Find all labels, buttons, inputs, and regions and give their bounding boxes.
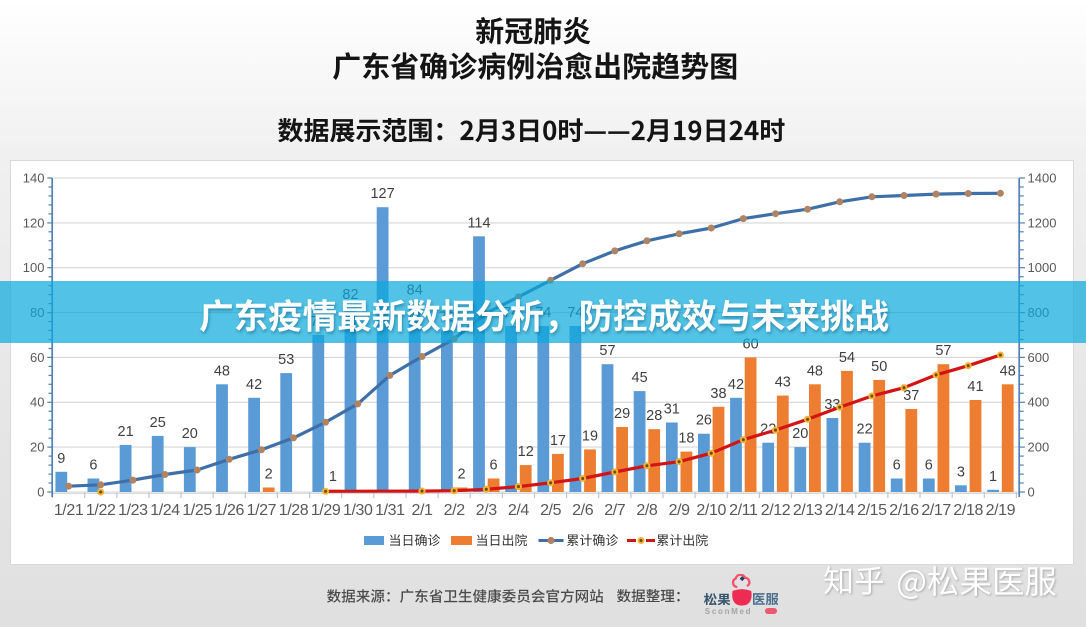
svg-text:17: 17 bbox=[550, 433, 566, 449]
svg-text:400: 400 bbox=[1028, 395, 1050, 410]
svg-text:1/26: 1/26 bbox=[214, 502, 244, 519]
svg-text:40: 40 bbox=[30, 395, 44, 410]
svg-text:1: 1 bbox=[989, 469, 997, 485]
svg-text:2/1: 2/1 bbox=[411, 502, 433, 519]
svg-text:18: 18 bbox=[678, 431, 694, 447]
svg-text:2/19: 2/19 bbox=[986, 502, 1016, 519]
svg-text:12: 12 bbox=[518, 444, 534, 460]
svg-text:29: 29 bbox=[614, 406, 630, 422]
svg-text:1/24: 1/24 bbox=[150, 502, 180, 519]
svg-text:38: 38 bbox=[710, 386, 726, 402]
svg-text:127: 127 bbox=[370, 186, 394, 202]
svg-text:57: 57 bbox=[935, 343, 951, 359]
svg-text:2: 2 bbox=[457, 467, 465, 483]
svg-text:41: 41 bbox=[967, 379, 983, 395]
svg-text:21: 21 bbox=[118, 424, 134, 440]
svg-text:200: 200 bbox=[1028, 440, 1050, 455]
svg-text:1/22: 1/22 bbox=[86, 502, 116, 519]
svg-text:1/31: 1/31 bbox=[375, 502, 405, 519]
svg-text:3: 3 bbox=[957, 464, 965, 480]
svg-text:1400: 1400 bbox=[1028, 170, 1057, 185]
svg-text:1/30: 1/30 bbox=[343, 502, 373, 519]
svg-text:20: 20 bbox=[182, 426, 198, 442]
svg-text:1/28: 1/28 bbox=[279, 502, 309, 519]
svg-text:48: 48 bbox=[214, 363, 230, 379]
svg-text:45: 45 bbox=[632, 370, 648, 386]
svg-text:1/21: 1/21 bbox=[54, 502, 84, 519]
svg-text:2/5: 2/5 bbox=[540, 502, 562, 519]
svg-text:2/6: 2/6 bbox=[572, 502, 594, 519]
svg-text:42: 42 bbox=[728, 377, 744, 393]
svg-text:26: 26 bbox=[696, 413, 712, 429]
svg-text:20: 20 bbox=[792, 426, 808, 442]
svg-text:2/10: 2/10 bbox=[696, 502, 726, 519]
svg-text:0: 0 bbox=[37, 484, 44, 499]
svg-text:20: 20 bbox=[30, 440, 44, 455]
svg-text:2/18: 2/18 bbox=[953, 502, 983, 519]
svg-text:1/29: 1/29 bbox=[311, 502, 341, 519]
svg-text:31: 31 bbox=[664, 402, 680, 418]
svg-text:2/12: 2/12 bbox=[761, 502, 791, 519]
svg-text:6: 6 bbox=[925, 458, 933, 474]
svg-text:9: 9 bbox=[57, 451, 65, 467]
svg-text:1: 1 bbox=[329, 469, 337, 485]
svg-text:37: 37 bbox=[903, 388, 919, 404]
svg-text:2/2: 2/2 bbox=[444, 502, 466, 519]
svg-text:53: 53 bbox=[278, 352, 294, 368]
svg-text:28: 28 bbox=[646, 408, 662, 424]
svg-text:2/4: 2/4 bbox=[508, 502, 530, 519]
svg-text:50: 50 bbox=[871, 359, 887, 375]
svg-text:120: 120 bbox=[23, 215, 45, 230]
svg-text:140: 140 bbox=[23, 170, 45, 185]
svg-text:42: 42 bbox=[246, 377, 262, 393]
svg-text:0: 0 bbox=[1028, 484, 1035, 499]
svg-text:2/17: 2/17 bbox=[921, 502, 951, 519]
svg-text:48: 48 bbox=[1000, 363, 1016, 379]
svg-text:48: 48 bbox=[807, 363, 823, 379]
svg-text:600: 600 bbox=[1028, 350, 1050, 365]
svg-text:25: 25 bbox=[150, 415, 166, 431]
svg-text:1200: 1200 bbox=[1028, 215, 1057, 230]
svg-text:1/23: 1/23 bbox=[118, 502, 148, 519]
svg-text:2/15: 2/15 bbox=[857, 502, 887, 519]
svg-text:100: 100 bbox=[23, 260, 45, 275]
svg-text:6: 6 bbox=[490, 458, 498, 474]
svg-text:114: 114 bbox=[467, 215, 490, 231]
svg-text:2/13: 2/13 bbox=[793, 502, 823, 519]
svg-text:2: 2 bbox=[265, 467, 273, 483]
svg-text:19: 19 bbox=[582, 428, 598, 444]
svg-text:43: 43 bbox=[775, 375, 791, 391]
svg-text:2/14: 2/14 bbox=[825, 502, 855, 519]
svg-text:57: 57 bbox=[599, 343, 615, 359]
svg-text:2/7: 2/7 bbox=[604, 502, 626, 519]
svg-text:1000: 1000 bbox=[1028, 260, 1057, 275]
svg-text:54: 54 bbox=[839, 350, 855, 366]
svg-text:2/9: 2/9 bbox=[669, 502, 691, 519]
svg-text:2/3: 2/3 bbox=[476, 502, 498, 519]
svg-text:6: 6 bbox=[89, 458, 97, 474]
svg-text:2/8: 2/8 bbox=[636, 502, 658, 519]
svg-text:60: 60 bbox=[30, 350, 44, 365]
svg-text:1/25: 1/25 bbox=[182, 502, 212, 519]
svg-text:22: 22 bbox=[857, 422, 873, 438]
svg-text:1/27: 1/27 bbox=[247, 502, 277, 519]
svg-text:2/16: 2/16 bbox=[889, 502, 919, 519]
svg-text:6: 6 bbox=[893, 458, 901, 474]
svg-text:2/11: 2/11 bbox=[729, 502, 758, 519]
